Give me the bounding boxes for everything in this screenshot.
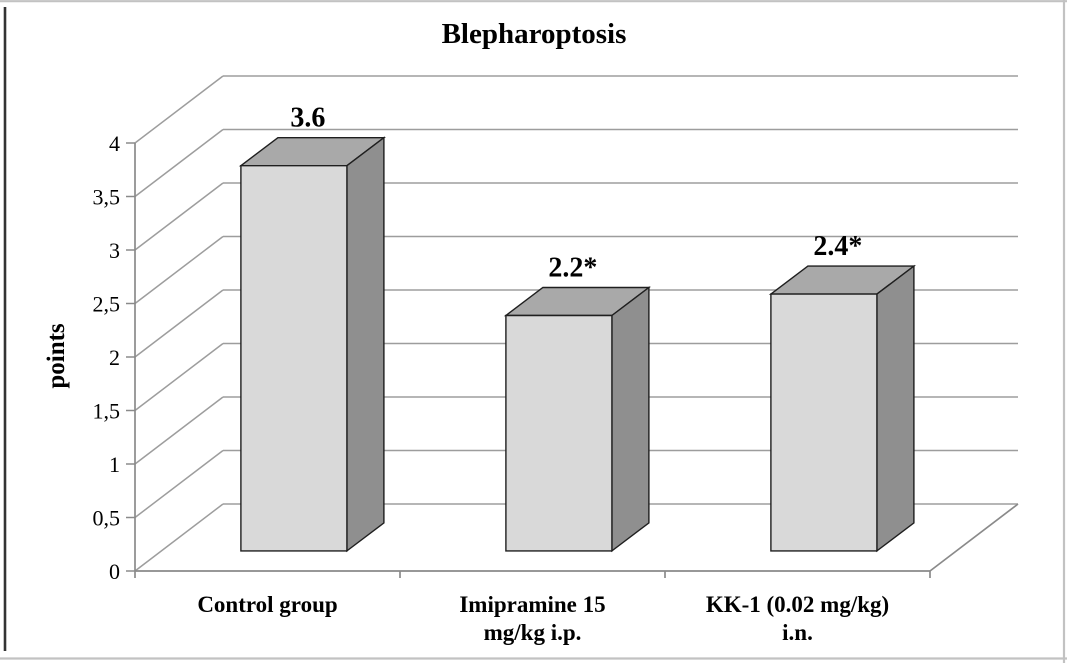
bar-front-face	[240, 164, 348, 552]
y-axis-title: points	[43, 323, 70, 389]
y-tick-label: 2,5	[93, 292, 121, 317]
bar-0	[238, 136, 386, 553]
y-tick-label: 3	[109, 238, 120, 263]
bar-value-label: 3.6	[290, 103, 325, 134]
bar-side-face	[611, 286, 650, 553]
x-category-label-line: i.n.	[782, 620, 813, 645]
gridline-depth-connector	[134, 503, 224, 572]
y-tick-label: 1	[109, 452, 120, 477]
gridline-depth-connector	[134, 128, 224, 198]
floor-right-edge	[929, 503, 1019, 572]
y-tick-label: 1,5	[93, 399, 121, 424]
bar-value-label: 2.4*	[813, 231, 862, 262]
x-category-label-line: mg/kg i.p.	[484, 620, 582, 645]
bar-value-label: 2.2*	[548, 253, 597, 284]
bar-side-face	[346, 136, 385, 553]
x-category-label: Control group	[197, 592, 337, 617]
gridline-depth-connector	[134, 235, 224, 305]
y-tick-label: 4	[109, 131, 120, 156]
y-tick-label: 0	[109, 559, 120, 584]
chart-title: Blepharoptosis	[442, 18, 627, 50]
gridline-depth-connector	[134, 289, 224, 358]
bar-front-face	[505, 314, 613, 552]
gridline-depth-connector	[134, 342, 224, 412]
bar-front-face	[770, 293, 878, 552]
x-category-label: KK-1 (0.02 mg/kg) i.n.	[706, 592, 889, 645]
x-category-label-line: Imipramine 15	[459, 592, 605, 617]
bar-1	[503, 286, 651, 553]
gridline-depth-connector	[134, 75, 224, 144]
x-category-label-line: KK-1 (0.02 mg/kg)	[706, 592, 889, 617]
gridline-depth-connector	[134, 449, 224, 519]
gridline-depth-connector	[134, 396, 224, 465]
y-tick-label: 3,5	[93, 185, 121, 210]
x-category-label: Imipramine 15 mg/kg i.p.	[459, 592, 605, 645]
axes-group	[134, 143, 1019, 578]
bar-side-face	[876, 264, 915, 553]
y-tick-label: 2	[109, 345, 120, 370]
gridline-depth-connector	[134, 182, 224, 251]
bar-2	[768, 264, 916, 553]
x-category-label-line: Control group	[197, 592, 337, 617]
y-tick-label: 0,5	[93, 506, 121, 531]
